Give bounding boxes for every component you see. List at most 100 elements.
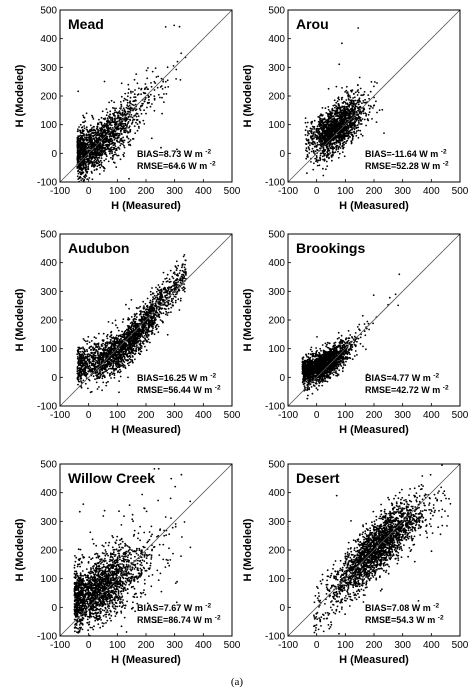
data-point (84, 173, 87, 176)
data-point (331, 129, 333, 132)
data-point (325, 129, 328, 132)
data-point (119, 375, 122, 378)
data-point (335, 141, 338, 144)
data-point (176, 290, 179, 293)
y-tick-label: 100 (268, 120, 285, 131)
data-point (168, 278, 171, 281)
data-point (341, 120, 344, 123)
data-point (144, 335, 146, 337)
data-point (127, 359, 129, 362)
data-point (327, 117, 330, 119)
data-point (357, 117, 359, 120)
data-point (139, 312, 142, 315)
data-point (104, 140, 106, 143)
data-point (128, 104, 131, 107)
data-point (128, 115, 130, 118)
data-point (132, 347, 135, 350)
data-point (90, 340, 93, 342)
data-point (129, 96, 132, 99)
data-point (133, 96, 136, 99)
data-point (159, 289, 162, 291)
data-point (90, 128, 93, 131)
data-point (100, 149, 102, 152)
data-point (183, 283, 186, 285)
data-point (151, 287, 153, 289)
data-point (78, 150, 81, 152)
data-point (113, 117, 116, 120)
data-point (335, 110, 337, 113)
data-point (76, 175, 79, 178)
data-point (83, 134, 86, 137)
data-point (343, 105, 345, 108)
data-point (365, 124, 367, 127)
data-point (82, 167, 85, 170)
data-point (98, 164, 101, 167)
data-point (322, 167, 324, 170)
data-point (163, 101, 165, 103)
data-point (313, 145, 316, 148)
data-point (105, 108, 108, 110)
data-point (318, 164, 321, 167)
data-point (119, 101, 122, 103)
data-point (370, 81, 373, 83)
data-point (162, 271, 165, 274)
data-point (166, 333, 169, 336)
data-point (115, 148, 118, 151)
data-point (114, 109, 116, 112)
data-point (129, 144, 132, 147)
data-point (325, 137, 328, 140)
data-point (126, 362, 129, 365)
data-point (142, 332, 145, 335)
data-point (161, 296, 164, 299)
data-point (150, 330, 153, 333)
data-point (83, 150, 85, 153)
panel-title: Arou (296, 16, 329, 32)
data-point (319, 159, 321, 162)
data-point (92, 346, 94, 349)
data-point (333, 109, 335, 112)
data-point (130, 92, 132, 94)
data-point (362, 100, 365, 102)
data-point (88, 177, 91, 179)
data-point (153, 95, 156, 97)
data-point (335, 144, 338, 147)
data-point (78, 177, 81, 180)
data-point (336, 113, 338, 115)
data-point (111, 148, 114, 151)
data-point (126, 136, 128, 139)
data-point (82, 121, 84, 124)
data-point (135, 115, 138, 118)
data-point (310, 161, 312, 163)
data-point (76, 159, 79, 162)
data-point (121, 353, 123, 356)
unit-exponent: -2 (441, 149, 447, 156)
data-point (360, 94, 363, 97)
data-point (331, 118, 333, 121)
data-point (91, 172, 93, 174)
data-point (93, 159, 96, 162)
data-point (103, 170, 105, 172)
data-point (153, 89, 156, 91)
data-point (381, 108, 384, 111)
data-point (89, 145, 92, 148)
data-point (373, 96, 375, 99)
data-point (93, 132, 95, 134)
data-point (329, 152, 331, 154)
data-point (81, 143, 83, 146)
data-point (141, 104, 144, 107)
data-point (123, 152, 126, 154)
data-point (368, 111, 371, 114)
data-point (112, 362, 115, 364)
data-point (92, 144, 95, 147)
data-point (120, 337, 122, 340)
data-point (112, 340, 114, 343)
data-point (310, 135, 312, 138)
data-point (343, 109, 346, 111)
data-point (91, 165, 93, 168)
data-point (128, 177, 130, 180)
data-point (310, 121, 313, 124)
data-point (104, 117, 107, 120)
data-point (109, 143, 111, 146)
data-point (100, 123, 103, 126)
y-tick-label: 200 (268, 92, 285, 103)
